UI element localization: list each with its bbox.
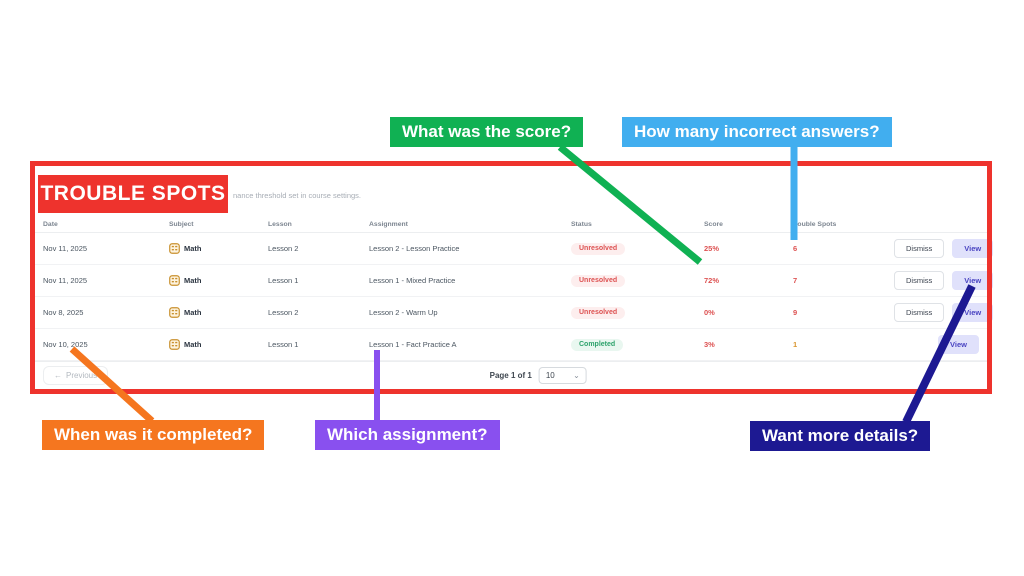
- math-subject-icon: [169, 275, 180, 286]
- view-button[interactable]: View: [952, 239, 994, 258]
- cell-trouble-spots: 6: [793, 244, 798, 253]
- cell-trouble-spots: 1: [793, 340, 798, 349]
- trouble-spots-panel: TROUBLE SPOTS nance threshold set in cou…: [35, 166, 994, 389]
- row-actions: Dismiss View: [894, 303, 994, 322]
- previous-label: Previous: [66, 371, 98, 380]
- cell-subject: Math: [184, 276, 202, 285]
- status-badge: Unresolved: [571, 306, 626, 319]
- callout-more-details: Want more details?: [750, 421, 931, 451]
- page-size-value: 10: [545, 371, 555, 380]
- cell-score: 25%: [704, 244, 720, 253]
- callout-completed-date: When was it completed?: [42, 420, 265, 450]
- table-header-row: Date Subject Lesson Assignment Status Sc…: [35, 216, 987, 233]
- cell-lesson: Lesson 2: [268, 308, 299, 317]
- cell-assignment: Lesson 2 - Warm Up: [369, 308, 438, 317]
- table-row: Nov 11, 2025 Math Lesson 1 Lesson 1 - Mi…: [35, 265, 994, 297]
- status-badge: Unresolved: [571, 242, 626, 255]
- col-score: Score: [704, 220, 723, 228]
- cell-date: Nov 11, 2025: [43, 276, 88, 285]
- cell-subject: Math: [184, 340, 202, 349]
- cell-assignment: Lesson 1 - Fact Practice A: [369, 340, 457, 349]
- cell-trouble-spots: 7: [793, 276, 798, 285]
- cell-lesson: Lesson 2: [268, 244, 299, 253]
- math-subject-icon: [169, 243, 180, 254]
- trouble-spots-title: TROUBLE SPOTS: [38, 175, 228, 213]
- pagination-bar: ← Previous Page 1 of 1 10 ⌄: [35, 361, 987, 389]
- col-date: Date: [43, 220, 58, 228]
- cell-date: Nov 10, 2025: [43, 340, 88, 349]
- cell-score: 72%: [704, 276, 720, 285]
- math-subject-icon: [169, 307, 180, 318]
- status-badge: Unresolved: [571, 274, 626, 287]
- view-button[interactable]: View: [952, 271, 994, 290]
- cell-assignment: Lesson 1 - Mixed Practice: [369, 276, 456, 285]
- view-button[interactable]: View: [952, 303, 994, 322]
- cell-score: 0%: [704, 308, 715, 317]
- callout-score: What was the score?: [390, 117, 584, 147]
- col-status: Status: [571, 220, 592, 228]
- dismiss-button[interactable]: Dismiss: [894, 271, 945, 290]
- page-size-select[interactable]: 10 ⌄: [538, 367, 587, 384]
- dismiss-button[interactable]: Dismiss: [894, 303, 945, 322]
- arrow-left-icon: ←: [54, 371, 62, 380]
- dismiss-button[interactable]: Dismiss: [894, 239, 945, 258]
- cell-subject: Math: [184, 244, 202, 253]
- col-trouble-spots: Trouble Spots: [791, 220, 837, 228]
- cell-lesson: Lesson 1: [268, 340, 299, 349]
- cell-score: 3%: [704, 340, 715, 349]
- page-controls: Page 1 of 1 10 ⌄: [490, 367, 587, 384]
- col-subject: Subject: [169, 220, 194, 228]
- table-row: Nov 10, 2025 Math Lesson 1 Lesson 1 - Fa…: [35, 329, 987, 361]
- cell-subject: Math: [184, 308, 202, 317]
- math-subject-icon: [169, 339, 180, 350]
- cell-date: Nov 11, 2025: [43, 244, 88, 253]
- row-actions: Dismiss View: [894, 239, 994, 258]
- page-indicator: Page 1 of 1: [489, 371, 532, 380]
- row-actions: View: [894, 335, 979, 354]
- cell-trouble-spots: 9: [793, 308, 798, 317]
- status-badge: Completed: [571, 338, 624, 351]
- col-lesson: Lesson: [268, 220, 292, 228]
- view-button[interactable]: View: [938, 335, 979, 354]
- col-assignment: Assignment: [369, 220, 408, 228]
- trouble-spots-table: Date Subject Lesson Assignment Status Sc…: [35, 216, 994, 361]
- panel-subtitle: nance threshold set in course settings.: [233, 191, 361, 200]
- chevron-down-icon: ⌄: [573, 370, 580, 380]
- table-body: Nov 11, 2025 Math Lesson 2 Lesson 2 - Le…: [35, 233, 994, 361]
- cell-assignment: Lesson 2 - Lesson Practice: [369, 244, 460, 253]
- table-row: Nov 8, 2025 Math Lesson 2 Lesson 2 - War…: [35, 297, 994, 329]
- previous-page-button[interactable]: ← Previous: [43, 366, 109, 385]
- callout-incorrect-answers: How many incorrect answers?: [622, 117, 892, 147]
- table-row: Nov 11, 2025 Math Lesson 2 Lesson 2 - Le…: [35, 233, 994, 265]
- callout-assignment: Which assignment?: [315, 420, 500, 450]
- cell-date: Nov 8, 2025: [43, 308, 84, 317]
- row-actions: Dismiss View: [894, 271, 994, 290]
- cell-lesson: Lesson 1: [268, 276, 299, 285]
